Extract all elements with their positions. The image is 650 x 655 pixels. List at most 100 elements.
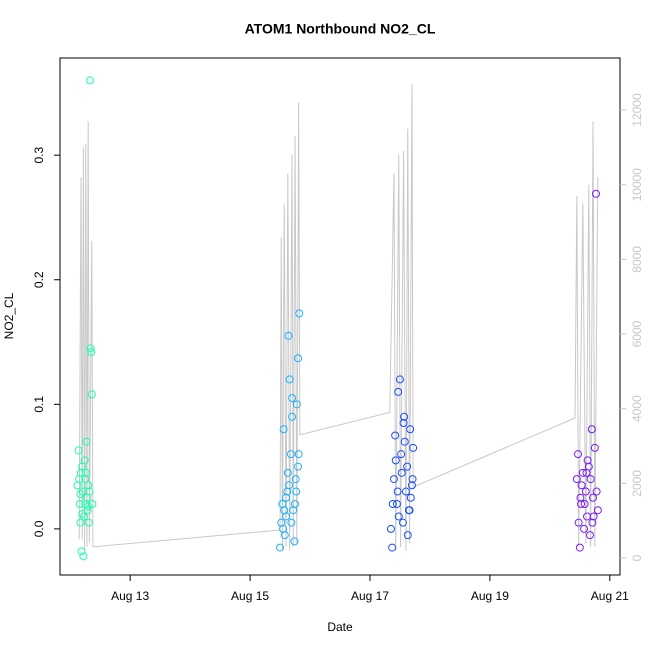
point (294, 462, 303, 471)
plot-frame (59, 57, 621, 576)
point (394, 512, 403, 521)
x-tick-label: Aug 13 (111, 589, 149, 603)
x-axis-label: Date (327, 620, 353, 634)
point (400, 437, 409, 446)
point (582, 468, 591, 477)
point (83, 506, 92, 515)
point (403, 462, 412, 471)
point (389, 475, 398, 484)
point (291, 475, 300, 484)
point (400, 412, 409, 421)
point (279, 425, 288, 434)
point (276, 543, 285, 552)
point (84, 481, 93, 490)
point (288, 394, 297, 403)
point (581, 487, 590, 496)
point (577, 481, 586, 490)
point (405, 506, 414, 515)
point (294, 354, 303, 363)
point (76, 518, 85, 527)
point (398, 518, 407, 527)
point (88, 499, 97, 508)
point (76, 468, 85, 477)
y2-tick-label: 2000 (630, 470, 644, 497)
point (388, 499, 397, 508)
point (82, 437, 91, 446)
point (583, 456, 592, 465)
y2-tick-label: 8000 (630, 246, 644, 273)
point (286, 450, 295, 459)
point (397, 468, 406, 477)
y-axis-label: NO2_CL (2, 292, 16, 339)
point (406, 425, 415, 434)
point (282, 493, 291, 502)
point (577, 499, 586, 508)
point (406, 493, 415, 502)
point (592, 189, 601, 198)
point (279, 524, 288, 533)
point (292, 487, 301, 496)
point (397, 450, 406, 459)
point (285, 375, 294, 384)
point (81, 468, 90, 477)
point (292, 400, 301, 409)
point (79, 512, 88, 521)
point (283, 468, 292, 477)
line-series (78, 83, 599, 551)
point (588, 518, 597, 527)
y-tick-label: 0.2 (32, 271, 46, 288)
point (587, 425, 596, 434)
point (295, 309, 304, 318)
point (79, 552, 88, 561)
point (393, 487, 402, 496)
point (572, 475, 581, 484)
point (407, 481, 416, 490)
point (388, 543, 397, 552)
point (285, 481, 294, 490)
point (394, 387, 403, 396)
point (401, 487, 410, 496)
y2-tick-label: 4000 (630, 395, 644, 422)
point (287, 518, 296, 527)
point (580, 499, 589, 508)
y2-tick-label: 6000 (630, 320, 644, 347)
chart-title: ATOM1 Northbound NO2_CL (245, 21, 436, 37)
point (76, 490, 85, 499)
y-tick-label: 0.1 (32, 396, 46, 413)
point (574, 518, 583, 527)
x-tick-label: Aug 21 (591, 589, 629, 603)
x-tick-label: Aug 15 (231, 589, 269, 603)
point (386, 524, 395, 533)
point (280, 506, 289, 515)
y-tick-label: 0.0 (32, 520, 46, 537)
point (290, 537, 299, 546)
point (399, 419, 408, 428)
point (74, 446, 83, 455)
point (78, 509, 87, 518)
point (75, 499, 84, 508)
point (576, 493, 585, 502)
point (578, 468, 587, 477)
point (395, 375, 404, 384)
point (575, 543, 584, 552)
point (391, 431, 400, 440)
x-tick-label: Aug 17 (351, 589, 389, 603)
point (87, 348, 96, 357)
point (84, 518, 93, 527)
y-tick-label: 0.3 (32, 147, 46, 164)
point (403, 531, 412, 540)
point (84, 502, 93, 511)
point (408, 475, 417, 484)
point (288, 412, 297, 421)
point (586, 531, 595, 540)
y2-tick-label: 0 (630, 554, 644, 561)
point (87, 390, 96, 399)
point (294, 450, 303, 459)
point (589, 493, 598, 502)
point (391, 456, 400, 465)
point (586, 475, 595, 484)
y2-tick-label: 12000 (630, 93, 644, 127)
point (77, 547, 86, 556)
point (86, 344, 95, 353)
point (80, 456, 89, 465)
